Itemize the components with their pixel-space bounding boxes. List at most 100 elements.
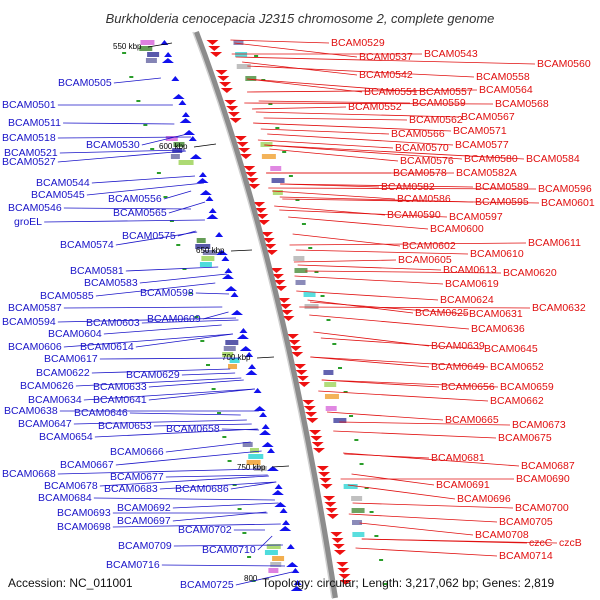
gene-label[interactable]: BCAM0578	[393, 167, 447, 179]
gene-label[interactable]: BCAM0604	[48, 328, 102, 340]
gene-label[interactable]: BCAM0677	[110, 471, 164, 483]
gene-label[interactable]: BCAM0649	[431, 361, 485, 373]
gene-label[interactable]: BCAM0581	[70, 265, 124, 277]
gene-label[interactable]: BCAM0622	[36, 367, 90, 379]
gene-label[interactable]: BCAM0645	[484, 343, 538, 355]
gene-label[interactable]: BCAM0668	[2, 468, 56, 480]
gene-label[interactable]: BCAM0595	[475, 196, 529, 208]
gene-label[interactable]: BCAM0639	[431, 340, 485, 352]
gene-label[interactable]: BCAM0518	[2, 132, 56, 144]
gene-label[interactable]: BCAM0634	[28, 394, 82, 406]
gene-label[interactable]: BCAM0641	[93, 394, 147, 406]
gene-label[interactable]: BCAM0638	[4, 405, 58, 417]
gene-label[interactable]: BCAM0530	[86, 139, 140, 151]
gene-label[interactable]: BCAM0692	[117, 502, 171, 514]
gene-label[interactable]: BCAM0545	[31, 189, 85, 201]
gene-label[interactable]: BCAM0521	[4, 147, 58, 159]
gene-label[interactable]: BCAM0583	[84, 277, 138, 289]
gene-label[interactable]: BCAM0584	[526, 153, 580, 165]
gene-label[interactable]: BCAM0603	[86, 317, 140, 329]
gene-label[interactable]: BCAM0626	[20, 380, 74, 392]
gene-label[interactable]: BCAM0585	[40, 290, 94, 302]
gene-label[interactable]: BCAM0575	[122, 230, 176, 242]
gene-label[interactable]: BCAM0582A	[456, 167, 517, 179]
gene-label[interactable]: BCAM0697	[117, 515, 171, 527]
gene-label[interactable]: BCAM0705	[499, 516, 553, 528]
gene-label[interactable]: BCAM0636	[471, 323, 525, 335]
gene-label[interactable]: BCAM0568	[495, 98, 549, 110]
gene-label[interactable]: BCAM0617	[44, 353, 98, 365]
gene-label[interactable]: BCAM0620	[503, 267, 557, 279]
gene-label[interactable]: BCAM0659	[500, 381, 554, 393]
gene-label[interactable]: BCAM0714	[499, 550, 553, 562]
gene-label[interactable]: BCAM0709	[118, 540, 172, 552]
gene-label[interactable]: BCAM0653	[98, 420, 152, 432]
gene-label[interactable]: BCAM0665	[445, 414, 499, 426]
gene-label[interactable]: BCAM0614	[80, 341, 134, 353]
gene-label[interactable]: BCAM0546	[8, 202, 62, 214]
gene-label[interactable]: BCAM0691	[436, 479, 490, 491]
gene-label[interactable]: BCAM0567	[461, 111, 515, 123]
gene-label[interactable]: BCAM0602	[402, 240, 456, 252]
gene-label[interactable]: BCAM0543	[424, 48, 478, 60]
gene-label[interactable]: BCAM0683	[104, 483, 158, 495]
gene-label[interactable]: BCAM0564	[479, 84, 533, 96]
gene-label[interactable]: BCAM0690	[516, 473, 570, 485]
gene-label[interactable]: BCAM0696	[457, 493, 511, 505]
gene-label[interactable]: BCAM0527	[2, 156, 56, 168]
gene-label[interactable]: BCAM0582	[381, 181, 435, 193]
gene-label[interactable]: BCAM0551	[364, 86, 418, 98]
gene-label[interactable]: BCAM0571	[453, 125, 507, 137]
gene-label[interactable]: BCAM0687	[521, 460, 575, 472]
gene-label[interactable]: BCAM0556	[108, 193, 162, 205]
gene-label[interactable]: BCAM0647	[18, 418, 72, 430]
gene-label[interactable]: BCAM0511	[8, 117, 61, 129]
gene-label[interactable]: BCAM0594	[2, 316, 56, 328]
gene-label[interactable]: BCAM0570	[395, 142, 449, 154]
gene-label[interactable]: BCAM0552	[348, 101, 402, 113]
gene-label[interactable]: BCAM0708	[475, 529, 529, 541]
gene-label[interactable]: BCAM0586	[397, 193, 451, 205]
gene-label[interactable]: BCAM0673	[512, 419, 566, 431]
gene-label[interactable]: BCAM0631	[469, 308, 523, 320]
gene-label[interactable]: BCAM0606	[8, 341, 62, 353]
gene-label[interactable]: BCAM0654	[39, 431, 93, 443]
gene-label[interactable]: BCAM0698	[57, 521, 111, 533]
gene-label[interactable]: BCAM0646	[74, 407, 128, 419]
gene-label[interactable]: BCAM0559	[412, 97, 466, 109]
gene-label[interactable]: BCAM0686	[175, 483, 229, 495]
gene-label[interactable]: BCAM0624	[440, 294, 494, 306]
gene-label[interactable]: BCAM0576	[400, 155, 454, 167]
gene-label[interactable]: BCAM0597	[449, 211, 503, 223]
gene-label[interactable]: BCAM0600	[430, 223, 484, 235]
gene-label[interactable]: BCAM0716	[106, 559, 160, 571]
gene-label[interactable]: BCAM0629	[126, 369, 180, 381]
gene-label[interactable]: BCAM0501	[2, 99, 56, 111]
gene-label[interactable]: BCAM0562	[409, 114, 463, 126]
gene-label[interactable]: BCAM0625	[415, 307, 469, 319]
gene-label[interactable]: BCAM0544	[36, 177, 90, 189]
gene-label[interactable]: groEL	[14, 216, 42, 228]
gene-label[interactable]: BCAM0601	[541, 197, 595, 209]
gene-label[interactable]: BCAM0505	[58, 77, 112, 89]
gene-label[interactable]: BCAM0652	[490, 361, 544, 373]
gene-label[interactable]: BCAM0656	[441, 381, 495, 393]
gene-label[interactable]: BCAM0587	[8, 302, 62, 314]
gene-label[interactable]: BCAM0605	[398, 254, 452, 266]
gene-label[interactable]: BCAM0565	[113, 207, 167, 219]
gene-label[interactable]: BCAM0666	[110, 446, 164, 458]
gene-label[interactable]: BCAM0589	[475, 181, 529, 193]
gene-label[interactable]: BCAM0613	[443, 264, 497, 276]
gene-label[interactable]: czcC	[529, 537, 553, 549]
gene-label[interactable]: BCAM0684	[38, 492, 92, 504]
gene-label[interactable]: BCAM0577	[455, 139, 509, 151]
gene-label[interactable]: BCAM0596	[538, 183, 592, 195]
gene-label[interactable]: BCAM0558	[476, 71, 530, 83]
gene-label[interactable]: BCAM0590	[387, 209, 441, 221]
gene-label[interactable]: BCAM0619	[445, 278, 499, 290]
gene-label[interactable]: BCAM0574	[60, 239, 114, 251]
gene-label[interactable]: BCAM0633	[93, 381, 147, 393]
gene-label[interactable]: BCAM0700	[515, 502, 569, 514]
gene-label[interactable]: BCAM0632	[532, 302, 586, 314]
gene-label[interactable]: BCAM0598	[140, 287, 194, 299]
